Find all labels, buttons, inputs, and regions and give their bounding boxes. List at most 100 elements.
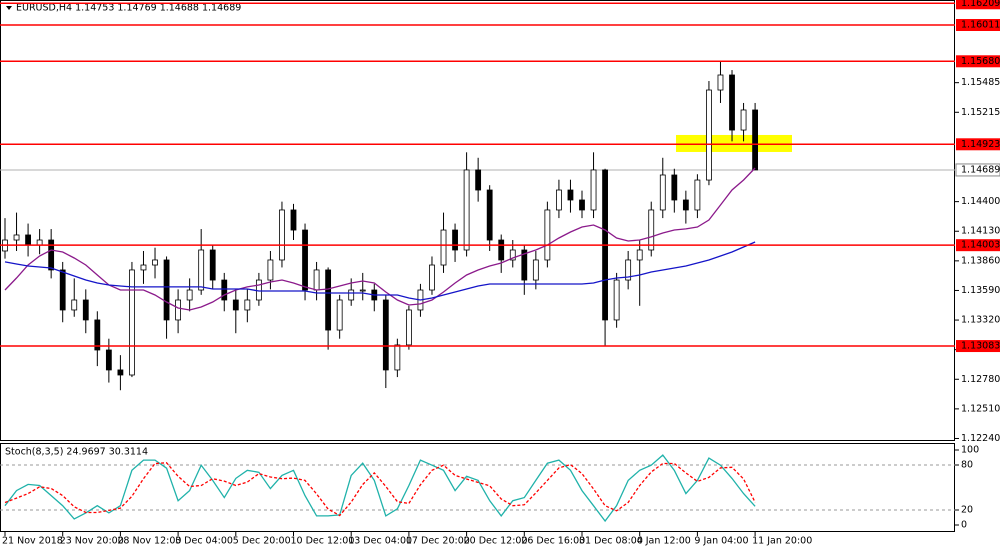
candle-body (209, 249, 216, 281)
candle-body (729, 74, 735, 131)
x-tick-label: 13 Dec 04:00 (348, 536, 412, 547)
y-tick-label: 1.14400 (961, 196, 1000, 207)
candle-body (590, 169, 597, 211)
menu-arrow (6, 6, 12, 10)
y-tick-label: 1.13320 (961, 315, 1000, 326)
candle-body (486, 189, 493, 241)
candle-body (302, 229, 308, 291)
x-tick-label: 20 Dec 12:00 (464, 536, 528, 547)
candle-body (348, 289, 355, 301)
x-tick-label: 31 Dec 08:00 (579, 536, 643, 547)
level-label: 1.15680 (961, 56, 1000, 67)
candle-body (556, 189, 562, 211)
candle-body (313, 269, 320, 291)
candle-body (671, 174, 678, 201)
y-tick-label: 1.12240 (961, 433, 1000, 444)
candle-body (567, 189, 574, 201)
candle-body (440, 229, 447, 266)
y-tick-label: 100 (961, 445, 979, 456)
candle-body (452, 229, 458, 251)
candle-body (140, 264, 147, 271)
level-label: 1.14003 (961, 240, 1000, 251)
candle-body (25, 234, 31, 246)
level-box (956, 0, 1000, 10)
level-label: 1.14923 (961, 139, 1000, 150)
candle-body (290, 209, 297, 231)
candle-body (117, 369, 124, 376)
candle-body (336, 299, 343, 331)
x-tick-label: 17 Dec 20:00 (406, 536, 470, 547)
last-price-label: 1.14689 (961, 164, 1000, 175)
x-tick-label: 5 Dec 20:00 (233, 536, 291, 547)
moving-average (4, 167, 756, 311)
main-panel-frame (0, 0, 955, 441)
candle-body (48, 239, 55, 271)
y-tick-label: 1.12780 (961, 374, 1000, 385)
x-tick-label: 10 Dec 12:00 (291, 536, 355, 547)
stochastic-line (4, 462, 756, 517)
candle-body (94, 319, 101, 351)
candle-body (36, 239, 43, 246)
candle-body (105, 349, 112, 371)
level-label: 1.13083 (961, 341, 1000, 352)
level-box (956, 340, 1000, 353)
stochastic-line (4, 454, 756, 523)
last-price-box (955, 163, 1000, 177)
candle-body (152, 259, 158, 266)
candle-body (740, 109, 747, 131)
candle-body (255, 279, 262, 301)
candle-body (648, 209, 655, 251)
candle-body (163, 259, 170, 321)
candle-body (463, 169, 470, 251)
candle-body (682, 199, 689, 211)
candle-body (659, 174, 666, 211)
zone (676, 134, 792, 152)
stoch-panel-frame (0, 443, 955, 532)
y-tick-label: 1.14130 (961, 226, 1000, 237)
candle-body (706, 89, 712, 181)
stoch-header: Stoch(8,3,5) 24.9697 30.3114 (5, 447, 148, 458)
candle-body (532, 259, 539, 281)
y-tick-label: 1.12510 (961, 403, 1000, 414)
moving-average (4, 241, 756, 301)
candle-body (509, 249, 516, 261)
candle-body (129, 269, 135, 376)
candle-body (717, 74, 724, 91)
x-tick-label: 26 Dec 16:00 (521, 536, 585, 547)
candle-body (267, 259, 274, 281)
candle-body (498, 239, 505, 261)
candle-body (636, 249, 643, 261)
candle-body (198, 249, 205, 291)
x-tick-label: 23 Nov 20:00 (60, 536, 124, 547)
symbol-header: EURUSD,H4 1.14753 1.14769 1.14688 1.1468… (16, 3, 241, 14)
candle-body (232, 299, 239, 311)
candle-body (279, 209, 285, 261)
candle-body (394, 344, 401, 371)
candle-body (429, 264, 435, 291)
candle-body (521, 249, 528, 281)
candle-body (59, 269, 66, 311)
level-label: 1.16209 (961, 0, 1000, 9)
level-box (956, 138, 1000, 151)
candle-body (405, 309, 412, 346)
y-tick-label: 0 (961, 520, 967, 531)
x-tick-label: 3 Dec 04:00 (175, 536, 233, 547)
x-tick-label: 28 Nov 12:00 (117, 536, 181, 547)
candle-body (175, 299, 182, 321)
candle-body (82, 299, 89, 321)
candle-body (613, 279, 620, 321)
y-tick-label: 20 (961, 505, 973, 516)
candle-body (244, 299, 251, 311)
x-tick-label: 9 Jan 04:00 (694, 536, 748, 547)
candle-body (325, 269, 332, 331)
x-tick-label: 21 Nov 2018 (2, 536, 63, 547)
candle-body (694, 179, 701, 211)
level-box (956, 18, 1000, 31)
candle-body (359, 289, 366, 292)
candle-body (13, 234, 20, 241)
y-tick-label: 1.13590 (961, 285, 1000, 296)
candle-body (382, 299, 389, 371)
candle-body (221, 279, 228, 301)
candle-body (625, 259, 632, 281)
